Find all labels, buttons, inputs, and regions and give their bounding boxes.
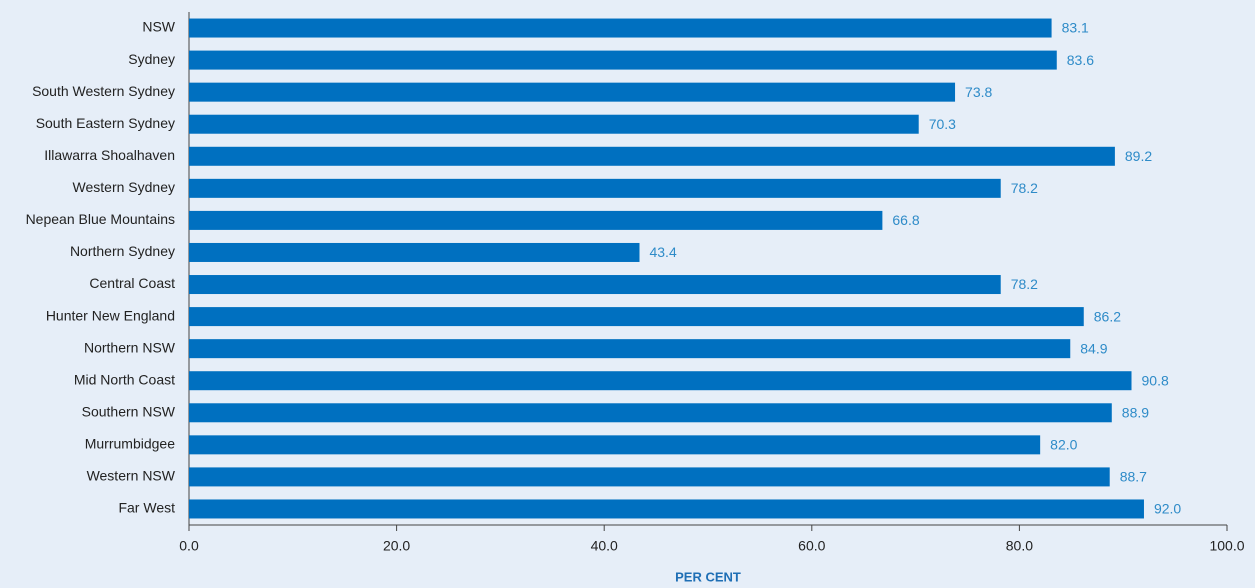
value-label: 89.2 <box>1125 148 1152 164</box>
x-tick-label: 40.0 <box>591 538 618 554</box>
y-tick-label: Mid North Coast <box>74 371 175 387</box>
x-tick-label: 80.0 <box>1006 538 1033 554</box>
value-label: 43.4 <box>649 244 676 260</box>
value-label: 78.2 <box>1011 180 1038 196</box>
value-label: 92.0 <box>1154 501 1181 517</box>
bar <box>189 403 1112 423</box>
x-axis-label: PER CENT <box>675 569 741 584</box>
bar <box>189 18 1052 38</box>
bar <box>189 178 1001 198</box>
y-tick-label: South Western Sydney <box>32 83 175 99</box>
y-tick-label: Hunter New England <box>46 307 175 323</box>
y-tick-label: Northern NSW <box>84 339 176 355</box>
bar <box>189 242 640 262</box>
y-tick-label: Southern NSW <box>82 403 176 419</box>
value-label: 90.8 <box>1142 372 1169 388</box>
y-tick-label: Nepean Blue Mountains <box>26 211 175 227</box>
y-tick-label: NSW <box>142 19 175 35</box>
value-label: 73.8 <box>965 84 992 100</box>
bar <box>189 467 1110 487</box>
value-label: 88.9 <box>1122 404 1149 420</box>
bar <box>189 371 1132 391</box>
bar <box>189 82 956 102</box>
value-label: 83.1 <box>1062 20 1089 36</box>
value-label: 78.2 <box>1011 276 1038 292</box>
y-tick-label: Western Sydney <box>73 179 175 195</box>
y-tick-label: Northern Sydney <box>70 243 175 259</box>
bar <box>189 114 919 134</box>
bar <box>189 307 1084 327</box>
bar <box>189 210 883 230</box>
value-label: 70.3 <box>929 116 956 132</box>
x-tick-label: 60.0 <box>798 538 825 554</box>
bar <box>189 50 1057 70</box>
y-tick-label: Central Coast <box>89 275 175 291</box>
value-label: 66.8 <box>892 212 919 228</box>
y-tick-label: Far West <box>118 500 175 516</box>
bar <box>189 499 1144 519</box>
bar <box>189 275 1001 295</box>
y-tick-label: Illawarra Shoalhaven <box>44 147 175 163</box>
bar <box>189 435 1041 455</box>
value-label: 82.0 <box>1050 437 1077 453</box>
y-tick-label: Sydney <box>128 51 175 67</box>
bar <box>189 339 1071 359</box>
x-tick-label: 100.0 <box>1209 538 1244 554</box>
y-tick-label: Western NSW <box>87 468 176 484</box>
x-tick-label: 0.0 <box>179 538 199 554</box>
value-label: 88.7 <box>1120 469 1147 485</box>
y-tick-label: South Eastern Sydney <box>36 115 175 131</box>
value-label: 83.6 <box>1067 52 1094 68</box>
bar <box>189 146 1115 166</box>
x-tick-label: 20.0 <box>383 538 410 554</box>
value-label: 86.2 <box>1094 308 1121 324</box>
y-tick-label: Murrumbidgee <box>85 436 175 452</box>
value-label: 84.9 <box>1080 340 1107 356</box>
